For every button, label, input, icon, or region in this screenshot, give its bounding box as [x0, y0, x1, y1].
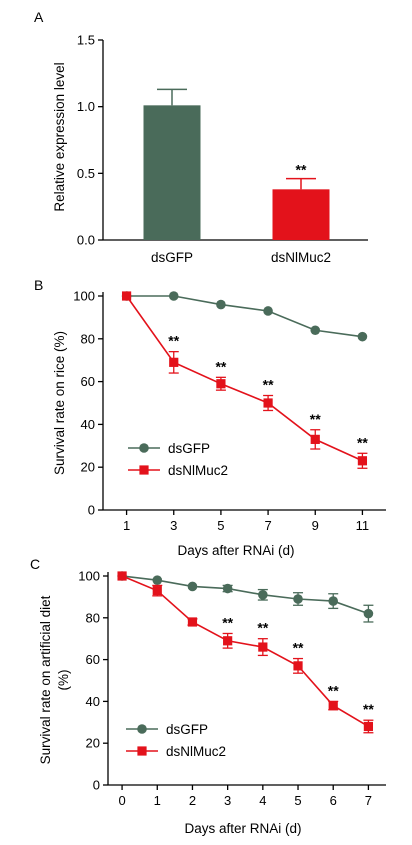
panel-c-point-dsnlmuc2 — [363, 721, 374, 732]
panel-c-legend-label: dsNlMuc2 — [166, 744, 226, 759]
panel-c-point-dsgfp — [258, 590, 268, 600]
panel-c-x-tick-label: 1 — [154, 793, 161, 808]
panel-b-legend-label: dsNlMuc2 — [168, 463, 228, 478]
panel-c-y-tick-label: 100 — [78, 569, 100, 584]
panel-c-point-dsgfp — [328, 596, 339, 606]
panel-b-x-tick-label: 3 — [170, 518, 177, 533]
panel-c-ylabel-line1: Survival rate on artificial diet — [38, 595, 53, 764]
panel-c-letter: C — [30, 556, 40, 572]
panel-b-point-dsgfp — [357, 331, 368, 342]
panel-b-y-tick-label: 80 — [81, 331, 95, 346]
panel-c: C Survival rate on artificial diet (%) D… — [30, 556, 386, 836]
panel-c-point-dsgfp — [363, 608, 374, 619]
panel-b-xlabel: Days after RNAi (d) — [177, 543, 294, 558]
panel-b: B Survival rate on rice (%) Days after R… — [34, 277, 386, 558]
panel-a-bar-dsgfp — [143, 105, 201, 240]
panel-b-line-dsgfp — [126, 295, 363, 338]
panel-c-x-tick-label: 6 — [330, 793, 337, 808]
panel-c-significance: ** — [328, 682, 339, 698]
panel-b-y-tick-label: 0 — [88, 503, 95, 518]
panel-c-point-dsgfp — [152, 575, 163, 585]
panel-b-point-dsgfp — [216, 299, 226, 310]
panel-b-letter: B — [34, 277, 43, 293]
panel-a-y-tick-label: 1.5 — [77, 33, 95, 48]
panel-b-x-tick-label: 9 — [312, 518, 319, 533]
panel-b-point-dsgfp — [310, 325, 321, 336]
panel-c-y-tick-label: 20 — [86, 736, 100, 751]
panel-c-xlabel: Days after RNAi (d) — [184, 821, 301, 836]
panel-c-x-tick-label: 2 — [189, 793, 196, 808]
panel-c-point-dsgfp — [293, 594, 303, 604]
panel-c-ylabel-line2: (%) — [56, 670, 71, 691]
panel-a: A Relative expression level 0.0 0.5 1.0 1.5… — [34, 9, 368, 265]
panel-a-y-tick-label: 0.5 — [77, 166, 95, 181]
panel-c-y-tick-label: 60 — [86, 652, 100, 667]
panel-c-line-dsnlmuc2 — [121, 575, 369, 728]
panel-c-significance: ** — [257, 620, 268, 636]
panel-c-point-dsnlmuc2 — [223, 636, 233, 646]
panel-a-x-tick-label: dsNlMuc2 — [271, 250, 331, 265]
panel-b-point-dsnlmuc2 — [310, 434, 320, 444]
panel-b-y-tick-label: 60 — [81, 374, 95, 389]
panel-b-significance: ** — [310, 411, 321, 427]
panel-c-point-dsnlmuc2 — [187, 617, 198, 627]
panel-a-bar-dsnlmuc2 — [272, 189, 330, 240]
panel-a-y-tick-label: 0.0 — [77, 233, 95, 248]
panel-b-significance: ** — [215, 358, 226, 374]
panel-b-x-tick-label: 7 — [264, 518, 271, 533]
panel-a-significance: ** — [296, 162, 307, 178]
panel-b-legend-marker — [139, 465, 149, 475]
panel-b-point-dsnlmuc2 — [357, 456, 368, 466]
panel-c-point-dsnlmuc2 — [152, 586, 162, 596]
panel-c-point-dsnlmuc2 — [328, 700, 338, 711]
panel-c-x-tick-label: 7 — [365, 793, 372, 808]
panel-c-legend-marker — [137, 746, 147, 756]
panel-b-point-dsgfp — [168, 291, 179, 301]
panel-c-y-tick-label: 80 — [86, 610, 100, 625]
panel-a-ylabel: Relative expression level — [52, 62, 67, 211]
panel-c-significance: ** — [222, 614, 233, 630]
panel-b-legend-label: dsGFP — [168, 441, 210, 456]
panel-c-legend-label: dsGFP — [166, 722, 208, 737]
panel-a-letter: A — [34, 9, 44, 25]
panel-b-significance: ** — [263, 377, 274, 393]
panel-b-line-dsnlmuc2 — [125, 295, 363, 462]
panel-c-legend-marker — [137, 724, 147, 734]
panel-c-y-tick-label: 40 — [86, 694, 100, 709]
panel-c-significance: ** — [293, 640, 304, 656]
panel-b-y-tick-label: 20 — [81, 460, 95, 475]
panel-c-point-dsnlmuc2 — [117, 571, 127, 581]
panel-b-point-dsnlmuc2 — [263, 398, 273, 408]
panel-c-line-dsgfp — [121, 575, 369, 615]
panel-b-point-dsgfp — [263, 306, 273, 316]
panel-c-x-tick-label: 4 — [259, 793, 266, 808]
panel-b-x-tick-label: 1 — [123, 518, 130, 533]
panel-b-point-dsnlmuc2 — [169, 357, 179, 367]
panel-c-point-dsnlmuc2 — [258, 642, 268, 652]
panel-a-x-tick-label: dsGFP — [151, 250, 193, 265]
panel-c-x-tick-label: 0 — [118, 793, 125, 808]
panel-b-y-tick-label: 100 — [73, 289, 95, 304]
panel-b-point-dsnlmuc2 — [216, 379, 226, 389]
panel-b-legend-marker — [139, 443, 149, 453]
panel-b-significance: ** — [168, 333, 179, 349]
panel-c-point-dsgfp — [222, 583, 233, 594]
panel-b-x-tick-label: 5 — [217, 518, 224, 533]
panel-a-y-tick-label: 1.0 — [77, 99, 95, 114]
panel-c-x-tick-label: 3 — [224, 793, 231, 808]
panel-b-y-tick-label: 40 — [81, 417, 95, 432]
panel-c-significance: ** — [363, 701, 374, 717]
panel-c-point-dsnlmuc2 — [293, 661, 303, 671]
panel-b-significance: ** — [357, 434, 368, 450]
panel-b-ylabel: Survival rate on rice (%) — [52, 331, 67, 475]
panel-c-y-tick-label: 0 — [93, 778, 100, 793]
panel-b-point-dsnlmuc2 — [121, 291, 132, 301]
panel-c-point-dsgfp — [187, 581, 198, 592]
panel-c-x-tick-label: 5 — [294, 793, 301, 808]
panel-b-x-tick-label: 11 — [356, 518, 370, 533]
